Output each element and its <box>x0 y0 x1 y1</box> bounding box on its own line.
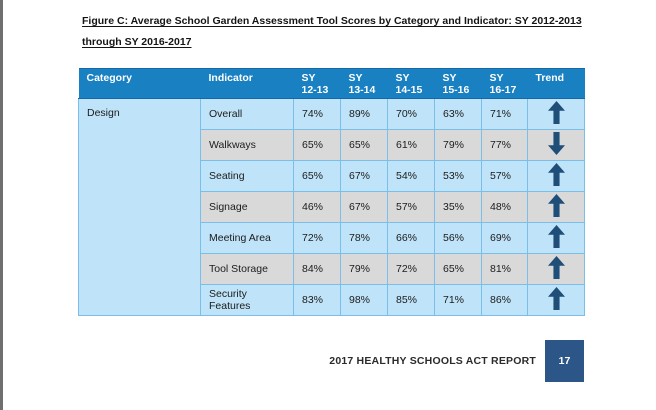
indicator-cell: Walkways <box>200 129 294 161</box>
score-cell: 70% <box>387 98 435 130</box>
trend-arrow-icon <box>547 194 565 217</box>
score-cell: 77% <box>481 129 528 161</box>
page-footer: 2017 HEALTHY SCHOOLS ACT REPORT 17 <box>0 340 584 382</box>
assessment-scores-table: Category Indicator SY 12-13 SY 13-14 SY 14-… <box>78 68 585 316</box>
score-cell: 66% <box>387 222 435 254</box>
col-header-sy-14-15: SY 14-15 <box>387 68 435 99</box>
trend-arrow-icon <box>547 101 565 124</box>
col-header-indicator: Indicator <box>200 68 294 99</box>
trend-cell <box>527 98 585 130</box>
trend-arrow-icon <box>547 225 565 248</box>
score-cell: 72% <box>293 222 341 254</box>
score-cell: 74% <box>293 98 341 130</box>
trend-arrow-icon <box>547 163 565 186</box>
score-cell: 86% <box>481 284 528 316</box>
trend-arrow-icon <box>547 287 565 310</box>
table-row: Design Overall 74% 89% 70% 63% 71% <box>78 98 585 316</box>
score-cell: 35% <box>434 191 482 223</box>
score-cell: 79% <box>340 253 388 285</box>
page-number-badge: 17 <box>545 340 584 382</box>
trend-cell <box>527 191 585 223</box>
score-cell: 69% <box>481 222 528 254</box>
table-row: Tool Storage 84% 79% 72% 65% 81% <box>79 253 585 285</box>
score-cell: 48% <box>481 191 528 223</box>
table-row: Seating 65% 67% 54% 53% 57% <box>79 160 585 192</box>
figure-title-line1: Figure C: Average School Garden Assessme… <box>82 15 582 27</box>
score-cell: 79% <box>434 129 482 161</box>
trend-arrow-icon <box>547 132 565 155</box>
score-cell: 56% <box>434 222 482 254</box>
score-cell: 71% <box>481 98 528 130</box>
indicator-cell: Tool Storage <box>200 253 294 285</box>
score-cell: 81% <box>481 253 528 285</box>
score-cell: 54% <box>387 160 435 192</box>
indicator-cell: Overall <box>200 98 294 130</box>
viewer-left-edge <box>0 0 3 410</box>
table-header-row: Category Indicator SY 12-13 SY 13-14 SY 14-… <box>78 68 585 99</box>
score-cell: 65% <box>293 160 341 192</box>
page-number: 17 <box>558 355 571 367</box>
score-cell: 89% <box>340 98 388 130</box>
figure-title: Figure C: Average School Garden Assessme… <box>82 11 582 53</box>
indicator-cell: Seating <box>200 160 294 192</box>
trend-cell <box>527 160 585 192</box>
score-cell: 53% <box>434 160 482 192</box>
score-cell: 65% <box>340 129 388 161</box>
score-cell: 65% <box>434 253 482 285</box>
score-cell: 72% <box>387 253 435 285</box>
score-cell: 46% <box>293 191 341 223</box>
score-cell: 98% <box>340 284 388 316</box>
score-cell: 67% <box>340 191 388 223</box>
col-header-sy-15-16: SY 15-16 <box>434 68 482 99</box>
col-header-trend: Trend <box>527 68 585 99</box>
score-cell: 83% <box>293 284 341 316</box>
trend-cell <box>527 222 585 254</box>
table-row: Walkways 65% 65% 61% 79% 77% <box>79 129 585 161</box>
report-title-label: 2017 HEALTHY SCHOOLS ACT REPORT <box>329 355 536 367</box>
score-cell: 84% <box>293 253 341 285</box>
score-cell: 67% <box>340 160 388 192</box>
col-header-category: Category <box>78 68 201 99</box>
indicator-cell: Signage <box>200 191 294 223</box>
score-cell: 65% <box>293 129 341 161</box>
score-cell: 63% <box>434 98 482 130</box>
score-cell: 61% <box>387 129 435 161</box>
col-header-sy-12-13: SY 12-13 <box>293 68 341 99</box>
score-cell: 78% <box>340 222 388 254</box>
trend-cell <box>527 284 585 316</box>
indicator-cell: Meeting Area <box>200 222 294 254</box>
category-cell: Design <box>78 98 201 316</box>
score-cell: 85% <box>387 284 435 316</box>
score-cell: 57% <box>387 191 435 223</box>
indicator-cell: Security Features <box>200 284 294 316</box>
figure-title-line2: through SY 2016-2017 <box>82 36 192 48</box>
table-row: Security Features 83% 98% 85% 71% 86% <box>79 284 585 316</box>
col-header-sy-16-17: SY 16-17 <box>481 68 528 99</box>
trend-cell <box>527 253 585 285</box>
score-cell: 57% <box>481 160 528 192</box>
col-header-sy-13-14: SY 13-14 <box>340 68 388 99</box>
score-cell: 71% <box>434 284 482 316</box>
trend-cell <box>527 129 585 161</box>
trend-arrow-icon <box>547 256 565 279</box>
table-row: Meeting Area 72% 78% 66% 56% 69% <box>79 222 585 254</box>
